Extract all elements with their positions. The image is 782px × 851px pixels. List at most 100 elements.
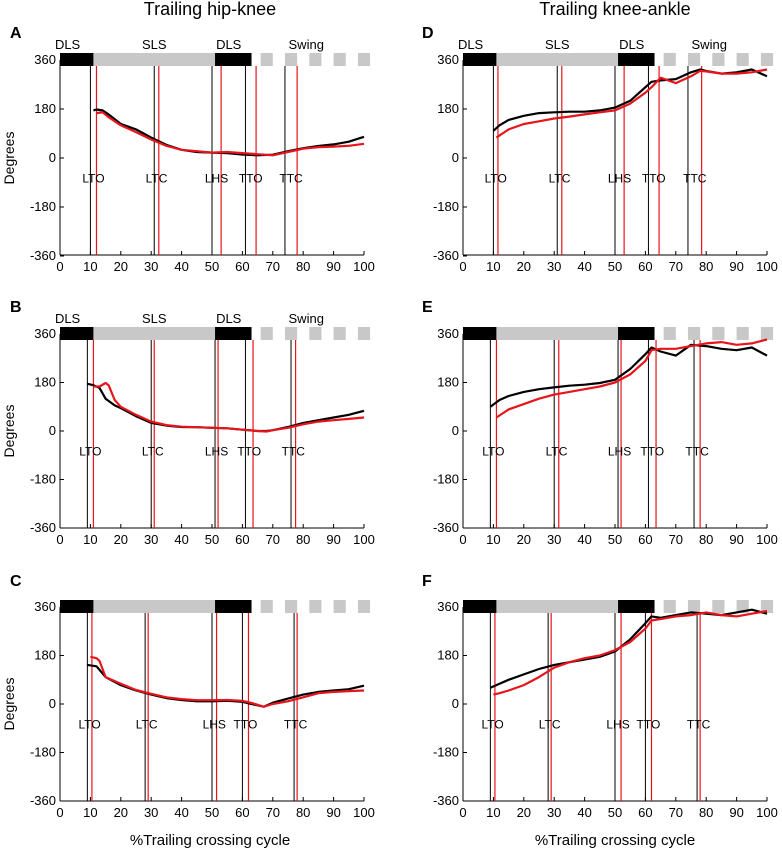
panel-b-x-tick-label: 30 xyxy=(144,532,158,547)
panel-e-x-tick-label: 30 xyxy=(547,532,561,547)
panel-c-x-tick-label: 0 xyxy=(56,805,63,820)
panel-a-phase-swing-dash xyxy=(333,53,346,66)
panel-b-y-tick-label: 0 xyxy=(49,423,56,438)
panel-c-phase-sls xyxy=(93,600,216,613)
panel-a-y-tick-label: -180 xyxy=(30,199,56,214)
panel-e-x-tick-label: 50 xyxy=(608,532,622,547)
panel-d-event-label-lhs: LHS xyxy=(608,172,631,186)
panel-f-event-label-tto: TTO xyxy=(637,717,661,731)
panel-a-x-tick-label: 30 xyxy=(144,259,158,274)
panel-e-phase-swing-dash xyxy=(687,327,701,340)
panel-d-x-tick-label: 20 xyxy=(517,259,531,274)
panel-b-x-tick-label: 20 xyxy=(114,532,128,547)
panel-b-letter: B xyxy=(10,299,22,316)
panel-d-x-tick-label: 80 xyxy=(699,259,713,274)
panel-e-series-black xyxy=(489,343,768,408)
panel-a-phase-swing-dash xyxy=(284,53,298,66)
panel-a-phase-swing-dash xyxy=(357,53,371,66)
panel-e-letter: E xyxy=(422,299,433,316)
panel-f-x-tick-label: 30 xyxy=(547,805,561,820)
panel-e-event-label-tto: TTO xyxy=(640,444,664,458)
panel-f-y-tick-label: 0 xyxy=(452,696,459,711)
panel-f-x-tick-label: 10 xyxy=(486,805,500,820)
panel-f-phase-dls-2 xyxy=(618,600,655,613)
panel-c-event-label-lhs: LHS xyxy=(203,717,226,731)
panel-f-x-tick-label: 0 xyxy=(459,805,466,820)
panel-b-y-axis-label: Degrees xyxy=(1,405,17,458)
panel-b-phase-swing-dash xyxy=(284,327,298,340)
panel-e-event-label-lhs: LHS xyxy=(608,444,631,458)
panel-d-event-label-tto: TTO xyxy=(642,172,666,186)
panel-c-y-tick-label: 0 xyxy=(49,696,56,711)
panel-c-phase-swing-dash xyxy=(309,600,322,613)
panel-f-event-label-ttc: TTC xyxy=(687,717,711,731)
panel-a-phase-sls xyxy=(93,53,216,66)
panel-e-phase-swing-dash xyxy=(712,327,725,340)
panel-e-x-tick-label: 0 xyxy=(459,532,466,547)
panel-c-series-red xyxy=(90,655,365,708)
panel-a-event-label-tto: TTO xyxy=(239,172,263,186)
panel-a-phase-label: DLS xyxy=(55,37,81,52)
panel-d-y-tick-label: 180 xyxy=(437,101,459,116)
panel-b-series-red xyxy=(93,381,365,433)
panel-e-y-tick-label: 0 xyxy=(452,423,459,438)
panel-c-letter: C xyxy=(10,573,22,590)
panel-a-phase-swing-dash xyxy=(260,53,273,66)
panel-c-phase-dls-2 xyxy=(215,600,252,613)
panel-f-x-tick-label: 60 xyxy=(638,805,652,820)
panel-b-x-tick-label: 40 xyxy=(174,532,188,547)
panel-b-x-tick-label: 80 xyxy=(296,532,310,547)
panel-e-x-tick-label: 40 xyxy=(577,532,591,547)
panel-c-x-tick-label: 40 xyxy=(174,805,188,820)
panel-e-event-label-ltc: LTC xyxy=(546,444,568,458)
panel-c-event-label-ttc: TTC xyxy=(284,717,308,731)
panel-a-x-tick-label: 20 xyxy=(114,259,128,274)
panel-c-x-tick-label: 20 xyxy=(114,805,128,820)
panel-c-phase-swing-dash xyxy=(284,600,298,613)
panel-e-y-tick-label: -180 xyxy=(433,472,459,487)
panel-d-phase-label: SLS xyxy=(545,37,570,52)
panel-d-phase-swing-dash xyxy=(736,53,749,66)
panel-c-x-tick-label: 70 xyxy=(266,805,280,820)
panel-f-letter: F xyxy=(422,573,432,590)
panel-a-x-tick-label: 60 xyxy=(235,259,249,274)
panel-a-x-tick-label: 80 xyxy=(296,259,310,274)
panel-c-x-tick-label: 90 xyxy=(326,805,340,820)
panel-b-series-black xyxy=(87,382,365,433)
panel-e-phase-swing-dash xyxy=(760,327,774,340)
panel-d-phase-sls xyxy=(496,53,619,66)
panel-c-phase-swing-dash xyxy=(260,600,273,613)
panel-a-y-tick-label: 0 xyxy=(49,150,56,165)
panel-c-y-tick-label: 360 xyxy=(34,599,56,614)
panel-c-x-tick-label: 80 xyxy=(296,805,310,820)
panel-d-x-tick-label: 100 xyxy=(756,259,778,274)
panel-b-x-tick-label: 60 xyxy=(235,532,249,547)
panel-a-y-axis-label: Degrees xyxy=(1,132,17,185)
panel-f-series-black xyxy=(489,608,768,689)
panel-c-x-tick-label: 30 xyxy=(144,805,158,820)
panel-e-x-tick-label: 60 xyxy=(638,532,652,547)
panel-f-event-label-lto: LTO xyxy=(482,717,504,731)
panel-a-phase-label: Swing xyxy=(289,37,324,52)
panel-d-phase-swing-dash xyxy=(760,53,774,66)
panel-a-x-tick-label: 0 xyxy=(56,259,63,274)
panel-f-phase-swing-dash xyxy=(712,600,725,613)
panel-d-letter: D xyxy=(422,25,434,42)
panel-f-phase-dls-1 xyxy=(463,600,497,613)
panel-a-event-label-lhs: LHS xyxy=(205,172,228,186)
panel-b-y-tick-label: 180 xyxy=(34,375,56,390)
panel-f-x-tick-label: 80 xyxy=(699,805,713,820)
panel-e-x-tick-label: 70 xyxy=(669,532,683,547)
panel-c-phase-swing-dash xyxy=(333,600,346,613)
panel-c-event-label-ltc: LTC xyxy=(136,717,158,731)
panel-b-phase-label: DLS xyxy=(55,311,81,326)
panel-b-y-tick-label: -180 xyxy=(30,472,56,487)
panel-d-x-tick-label: 50 xyxy=(608,259,622,274)
panel-a-x-tick-label: 90 xyxy=(326,259,340,274)
panel-e-phase-sls xyxy=(496,327,619,340)
panel-e-event-label-ttc: TTC xyxy=(685,444,709,458)
panel-d-event-label-ltc: LTC xyxy=(549,172,571,186)
